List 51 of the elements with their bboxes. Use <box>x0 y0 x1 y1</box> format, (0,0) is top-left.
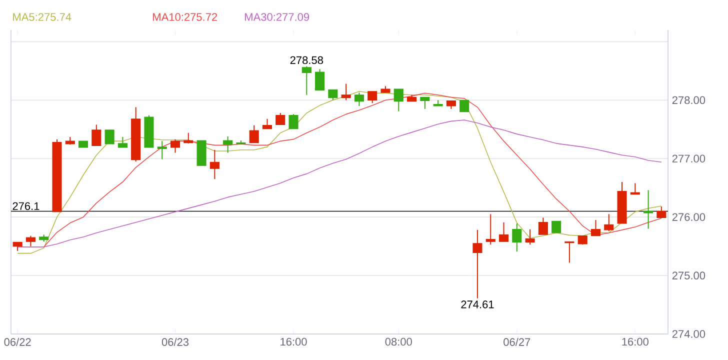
ref-line-label: 276.1 <box>12 202 40 210</box>
text: MA10:275.72 <box>153 13 218 21</box>
candlestick <box>525 228 535 246</box>
candlestick <box>420 96 430 110</box>
candlestick <box>315 68 325 91</box>
candlestick <box>590 220 600 236</box>
candlestick <box>249 124 259 144</box>
x-tick-label: 06/27 <box>504 338 530 346</box>
candlestick <box>26 235 36 247</box>
candlestick <box>341 83 351 101</box>
candlestick <box>276 112 286 126</box>
candlestick <box>184 132 194 144</box>
candlestick <box>472 229 482 299</box>
candlestick <box>486 214 496 246</box>
candlestick <box>157 140 167 160</box>
candlestick <box>170 138 180 154</box>
y-tick-label: 277.00 <box>672 154 706 163</box>
candlestick <box>552 220 562 234</box>
candlestick <box>538 217 548 236</box>
text: MA30:277.09 <box>245 13 310 21</box>
candlestick <box>302 66 312 96</box>
candlestick <box>210 149 220 180</box>
text: MA5:275.74 <box>13 13 72 21</box>
x-tick-label: 06/22 <box>4 338 31 346</box>
x-tick-label: 08:00 <box>385 338 412 346</box>
candlestick <box>644 190 654 230</box>
candlestick <box>288 114 298 130</box>
candlestick <box>604 214 614 232</box>
candlestick <box>354 92 364 107</box>
y-tick-label: 274.00 <box>672 330 706 338</box>
annotation: 274.61 <box>461 300 494 308</box>
annotation: 278.58 <box>290 56 323 64</box>
y-tick-label: 278.00 <box>672 96 706 104</box>
x-tick-label: 16:00 <box>280 338 307 346</box>
x-tick-label: 06/23 <box>162 338 189 346</box>
candlestick <box>92 124 102 146</box>
candlestick <box>512 223 522 252</box>
candlestick <box>498 222 509 242</box>
y-tick-label: 276.00 <box>672 213 706 221</box>
candlestick <box>368 90 378 104</box>
candlestick <box>656 206 666 218</box>
candlestick <box>460 100 470 112</box>
candlestick <box>104 130 114 144</box>
x-tick-label: 16:00 <box>622 338 648 346</box>
candlestick <box>223 136 233 154</box>
candlestick <box>630 182 640 195</box>
candlestick <box>262 118 272 130</box>
candlestick <box>328 89 338 101</box>
candlestick <box>394 88 404 112</box>
candlestick <box>118 136 128 148</box>
y-tick-label: 275.00 <box>672 272 706 280</box>
